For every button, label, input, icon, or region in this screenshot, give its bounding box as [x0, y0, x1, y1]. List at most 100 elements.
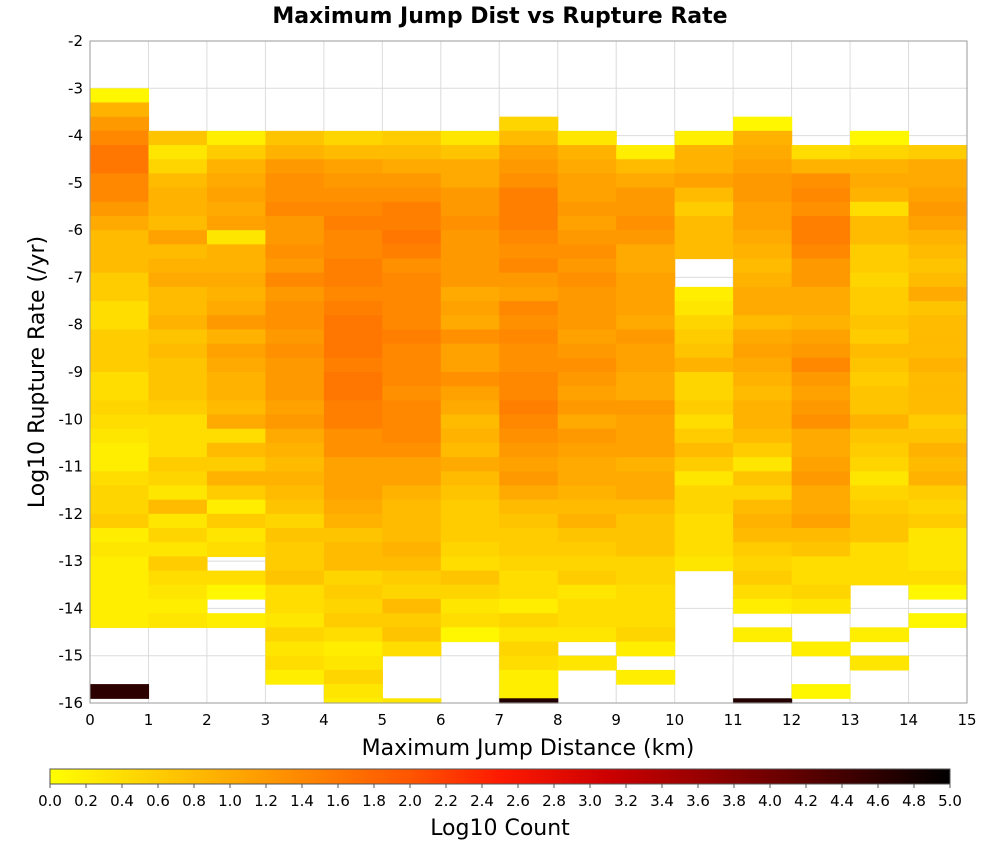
heatmap-cell [674, 499, 734, 515]
heatmap-cell [90, 102, 150, 118]
heatmap-cell [90, 613, 150, 628]
heatmap-cell [557, 230, 617, 245]
heatmap-cell [382, 159, 442, 174]
heatmap-cell [382, 570, 442, 586]
heatmap-cell [90, 428, 150, 444]
heatmap-cell [499, 244, 559, 260]
heatmap-cell [382, 130, 442, 146]
heatmap-cell [791, 372, 851, 387]
heatmap-cell [616, 598, 676, 614]
colorbar-tick-label: 3.0 [578, 792, 602, 810]
heatmap-cell [733, 442, 793, 458]
heatmap-cell [557, 329, 617, 345]
heatmap-cell [557, 130, 617, 146]
heatmap-cell [674, 513, 734, 529]
heatmap-cell [206, 329, 266, 345]
heatmap-cell [90, 499, 150, 515]
heatmap-cell [440, 584, 500, 600]
colorbar-tick-label: 1.6 [326, 792, 350, 810]
heatmap-cell [206, 343, 266, 359]
heatmap-cell [674, 372, 734, 387]
heatmap-cell [850, 301, 910, 316]
heatmap-cell [733, 187, 793, 203]
heatmap-cell [323, 301, 383, 316]
heatmap-cell [206, 400, 266, 416]
heatmap-cell [850, 215, 910, 231]
heatmap-cell [557, 215, 617, 231]
heatmap-cell [265, 215, 325, 231]
heatmap-cell [616, 428, 676, 444]
heatmap-cell [499, 457, 559, 472]
heatmap-cell [382, 641, 442, 657]
y-tick-label: -8 [68, 316, 83, 334]
heatmap-cell [850, 201, 910, 217]
heatmap-cell [616, 230, 676, 245]
heatmap-cell [90, 457, 150, 472]
heatmap-cell [733, 542, 793, 558]
heatmap-cell [265, 499, 325, 515]
heatmap-cell [674, 414, 734, 430]
heatmap-cell [674, 230, 734, 245]
heatmap-cell [850, 272, 910, 288]
heatmap-cell [908, 145, 968, 160]
heatmap-cell [616, 315, 676, 331]
heatmap-cell [733, 598, 793, 614]
x-tick-label: 13 [841, 711, 860, 729]
heatmap-cell [206, 272, 266, 288]
heatmap-cell [850, 428, 910, 444]
heatmap-cell [265, 372, 325, 387]
heatmap-cell [908, 513, 968, 529]
heatmap-cell [733, 230, 793, 245]
heatmap-cell [148, 471, 208, 487]
heatmap-cell [908, 173, 968, 189]
heatmap-cell [148, 173, 208, 189]
heatmap-cell [674, 215, 734, 231]
heatmap-cell [499, 655, 559, 671]
heatmap-cell [733, 372, 793, 387]
heatmap-cell [382, 598, 442, 614]
heatmap-cell [148, 301, 208, 316]
colorbar-tick-label: 4.6 [866, 792, 890, 810]
heatmap-cell [90, 372, 150, 387]
heatmap-cell [850, 372, 910, 387]
colorbar-tick-label: 3.8 [722, 792, 746, 810]
heatmap-cell [791, 357, 851, 373]
heatmap-cell [148, 570, 208, 586]
heatmap-cell [265, 428, 325, 444]
heatmap-cell [382, 258, 442, 274]
heatmap-cell [499, 400, 559, 416]
x-axis-title: Maximum Jump Distance (km) [362, 736, 695, 761]
heatmap-cell [382, 315, 442, 331]
heatmap-cell [323, 698, 383, 704]
heatmap-cell [382, 386, 442, 401]
heatmap-cell [499, 584, 559, 600]
heatmap-cell [733, 386, 793, 401]
colorbar-tick-label: 4.2 [794, 792, 818, 810]
heatmap-cell [323, 598, 383, 614]
y-tick-label: -11 [59, 458, 84, 476]
heatmap-cell [206, 471, 266, 487]
heatmap-cell [323, 400, 383, 416]
heatmap-cell [382, 230, 442, 245]
heatmap-cell [206, 201, 266, 217]
heatmap-cell [733, 272, 793, 288]
heatmap-cell [674, 386, 734, 401]
heatmap-cell [499, 230, 559, 245]
heatmap-cell [90, 329, 150, 345]
heatmap-cells [90, 88, 968, 704]
heatmap-cell [440, 201, 500, 217]
heatmap-cell [499, 187, 559, 203]
heatmap-cell [440, 286, 500, 302]
heatmap-cell [557, 315, 617, 331]
heatmap-cell [908, 258, 968, 274]
heatmap-cell [499, 145, 559, 160]
colorbar-tick-label: 0.8 [182, 792, 206, 810]
heatmap-cell [557, 343, 617, 359]
heatmap-cell [850, 343, 910, 359]
colorbar-tick-label: 1.4 [290, 792, 314, 810]
heatmap-cell [90, 215, 150, 231]
heatmap-cell [148, 159, 208, 174]
heatmap-cell [674, 301, 734, 316]
heatmap-cell [206, 130, 266, 146]
heatmap-cell [791, 201, 851, 217]
